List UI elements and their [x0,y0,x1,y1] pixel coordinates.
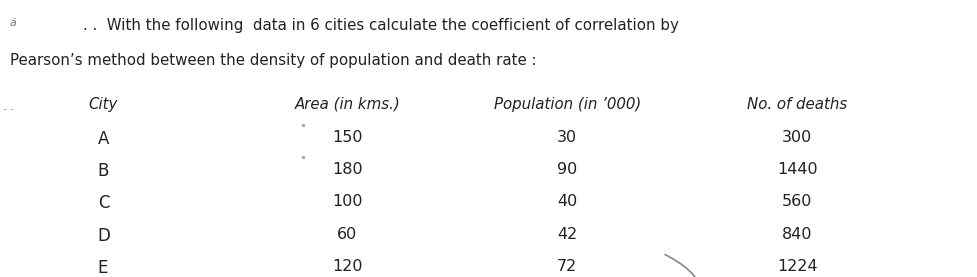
Text: . .  With the following  data in 6 cities calculate the coefficient of correlati: . . With the following data in 6 cities … [83,18,678,33]
Text: 120: 120 [331,259,362,274]
Text: 180: 180 [331,162,362,177]
Text: 60: 60 [337,227,357,242]
Text: 40: 40 [557,194,576,209]
Text: No. of deaths: No. of deaths [746,97,846,112]
Text: 72: 72 [557,259,576,274]
Text: B: B [98,162,109,180]
Text: 42: 42 [557,227,576,242]
Text: A: A [98,130,109,148]
Text: 1224: 1224 [776,259,817,274]
Text: C: C [98,194,109,212]
Text: D: D [98,227,110,245]
Text: Population (in ’000): Population (in ’000) [493,97,640,112]
Text: 300: 300 [782,130,811,145]
Text: 560: 560 [781,194,812,209]
Text: 840: 840 [781,227,812,242]
Text: 90: 90 [557,162,576,177]
Text: E: E [98,259,108,277]
Text: Area (in kms.): Area (in kms.) [294,97,400,112]
Text: 150: 150 [331,130,362,145]
Text: Pearson’s method between the density of population and death rate :: Pearson’s method between the density of … [10,53,535,68]
Text: 30: 30 [557,130,576,145]
Text: ä: ä [10,18,17,28]
Text: 100: 100 [331,194,362,209]
Text: City: City [88,97,117,112]
Text: - -: - - [3,104,14,114]
Text: 1440: 1440 [776,162,817,177]
